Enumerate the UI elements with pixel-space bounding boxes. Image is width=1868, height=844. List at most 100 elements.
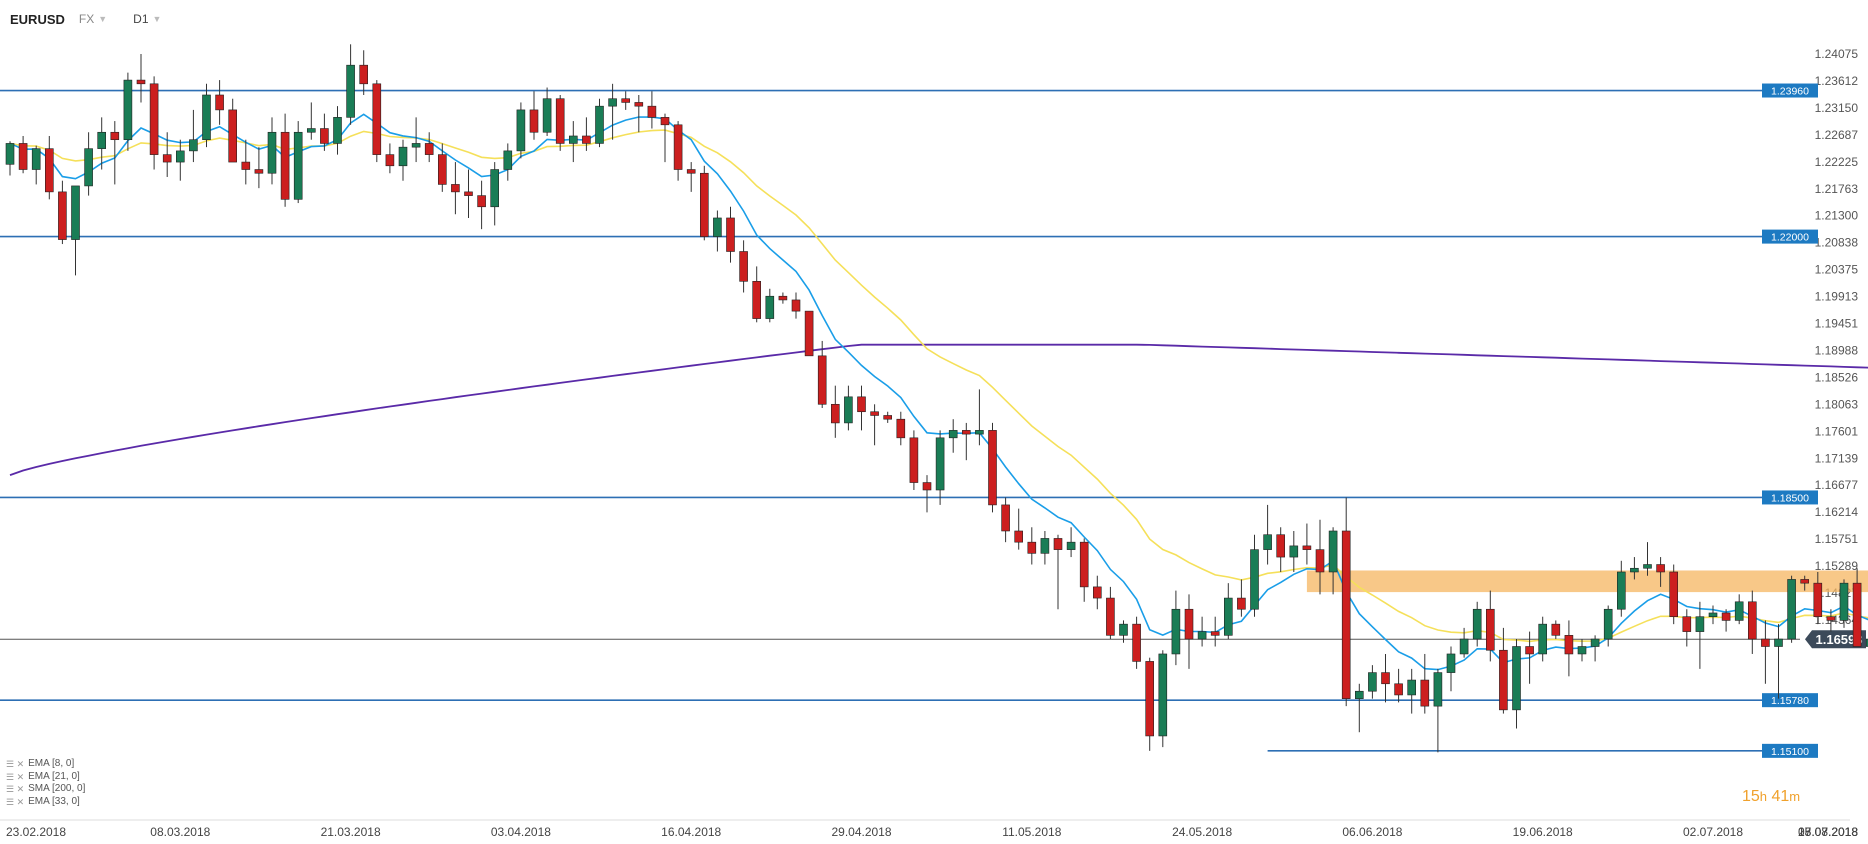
legend-item-icon[interactable]: ☰ ✕	[6, 771, 25, 782]
candle-body	[1499, 649, 1508, 711]
candle-body	[71, 185, 80, 240]
date-label: 16.04.2018	[661, 825, 721, 839]
candle-body	[1538, 623, 1547, 655]
price-tick-label: 1.16214	[1815, 505, 1859, 519]
price-tick-label: 1.15289	[1815, 559, 1859, 573]
current-price-label: 1.16598	[1816, 632, 1863, 647]
candle-body	[1865, 638, 1868, 647]
price-tick-label: 1.23612	[1815, 74, 1859, 88]
candle-body	[1669, 571, 1678, 617]
chart-header: EURUSD FX ▼ D1 ▼	[10, 9, 169, 29]
timeframe-label[interactable]: D1	[133, 12, 149, 26]
candle-body	[5, 143, 15, 165]
market-dropdown-icon[interactable]: ▼	[98, 14, 108, 24]
candle-body	[1106, 597, 1115, 636]
date-label: 23.02.2018	[6, 825, 66, 839]
price-tick-label: 1.18526	[1815, 370, 1859, 384]
candle-body	[686, 169, 696, 174]
level-tag-label: 1.15100	[1771, 746, 1809, 758]
candle-body	[1355, 690, 1364, 699]
candle-body	[1708, 612, 1718, 617]
price-tick-label: 1.19913	[1815, 290, 1859, 304]
candle-body	[293, 131, 303, 200]
candle-body	[437, 154, 447, 185]
candle-body	[948, 430, 958, 439]
price-tick-label: 1.18063	[1815, 397, 1859, 411]
candle-body	[1748, 601, 1757, 640]
candle-body	[634, 102, 644, 107]
candle-body	[1250, 549, 1259, 610]
candle-body	[385, 154, 395, 167]
candle-body	[97, 131, 106, 149]
candle-body	[673, 124, 683, 170]
candle-body	[883, 415, 893, 420]
legend-item[interactable]: ☰ ✕ EMA [33, 0]	[6, 796, 85, 809]
candle-body	[1053, 538, 1063, 550]
candle-body	[162, 154, 172, 163]
candle-body	[1368, 672, 1377, 692]
candle-body	[1276, 534, 1285, 558]
legend-item-icon[interactable]: ☰ ✕	[6, 784, 25, 794]
candle-body	[935, 437, 945, 491]
date-label: 21.03.2018	[321, 825, 381, 839]
candle-body	[228, 109, 237, 163]
date-label: 02.07.2018	[1683, 825, 1743, 839]
date-label: 06.06.2018	[1342, 825, 1402, 839]
candle-body	[1656, 564, 1665, 573]
legend-item[interactable]: ☰ ✕ EMA [21, 0]	[6, 771, 85, 784]
candle-body	[1590, 638, 1600, 647]
legend-item-icon[interactable]: ☰ ✕	[6, 759, 25, 769]
candle-body	[136, 79, 146, 85]
price-tick-label: 1.23150	[1815, 101, 1859, 115]
candle-body	[267, 131, 277, 174]
candle-body	[1420, 679, 1430, 707]
candle-body	[909, 437, 919, 483]
indicator-legend: ☰ ✕ EMA [8, 0] ☰ ✕ EMA [21, 0] ☰ ✕ SMA [200, …	[6, 758, 85, 808]
price-tick-label: 1.21300	[1815, 209, 1859, 223]
legend-item-icon[interactable]: ☰ ✕	[6, 796, 25, 807]
candle-body	[149, 83, 159, 155]
candle-body	[555, 98, 565, 144]
candle-body	[464, 191, 473, 196]
legend-item[interactable]: ☰ ✕ SMA [200, 0]	[6, 783, 85, 796]
candle-body	[1774, 638, 1783, 647]
candle-body	[1512, 646, 1521, 711]
candle-body	[202, 94, 211, 141]
price-tick-label: 1.17139	[1815, 451, 1859, 465]
candle-body	[660, 117, 670, 126]
candle-body	[726, 217, 735, 252]
candle-body	[503, 150, 513, 170]
candle-body	[1852, 582, 1862, 647]
legend-item-label: EMA [33, 0]	[28, 795, 80, 807]
price-tick-label: 1.19451	[1815, 317, 1859, 331]
candle-body	[857, 396, 866, 413]
candle-body	[647, 105, 657, 118]
candle-body	[791, 299, 801, 312]
candle-body	[1564, 635, 1574, 655]
candle-body	[1001, 504, 1010, 532]
candle-body	[582, 135, 591, 144]
candle-body	[424, 143, 434, 155]
date-label: 15.07.2018	[1798, 825, 1858, 839]
market-label[interactable]: FX	[78, 12, 95, 26]
candle-body	[1826, 616, 1836, 621]
level-tag-label: 1.22000	[1771, 232, 1809, 244]
candle-body	[1328, 530, 1338, 573]
candle-body	[254, 169, 264, 174]
legend-item[interactable]: ☰ ✕ EMA [8, 0]	[6, 758, 85, 771]
candle-body	[1472, 608, 1482, 640]
candle-body	[1341, 530, 1351, 699]
candle-body	[1486, 608, 1495, 651]
symbol-label[interactable]: EURUSD	[10, 11, 65, 27]
candle-body	[1040, 538, 1050, 554]
candle-body	[1603, 608, 1613, 640]
candle-body	[189, 139, 198, 152]
date-label: 08.03.2018	[150, 825, 210, 839]
price-tick-label: 1.20375	[1815, 263, 1859, 277]
timeframe-dropdown-icon[interactable]: ▼	[152, 14, 162, 24]
date-label: 29.04.2018	[831, 825, 891, 839]
candle-body	[1525, 646, 1534, 655]
level-tag	[1762, 83, 1818, 98]
legend-item-label: EMA [21, 0]	[28, 770, 80, 782]
